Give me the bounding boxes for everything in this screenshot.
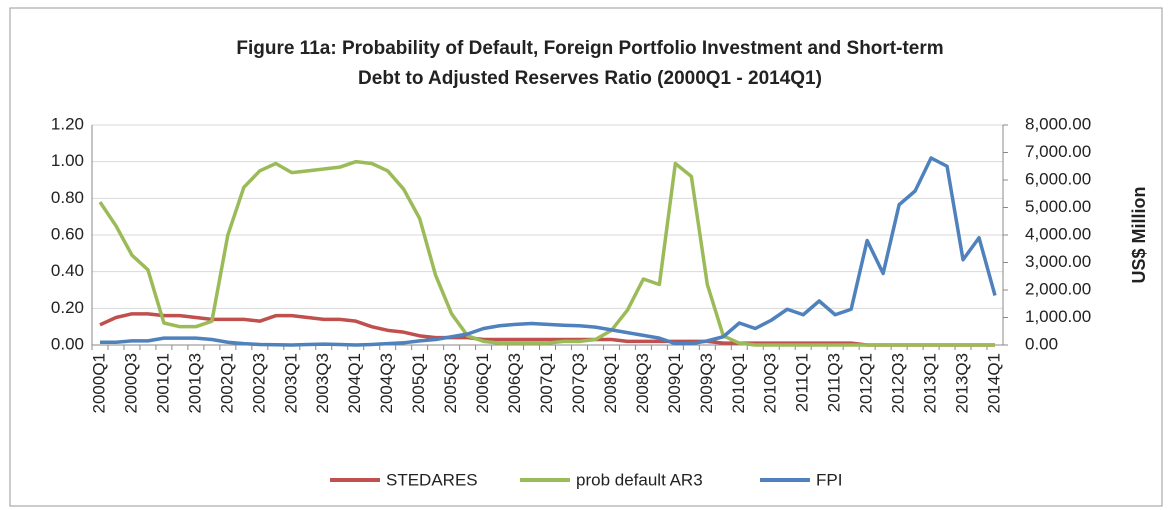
x-tick-label: 2000Q1: [89, 353, 108, 414]
y2-tick-label: 0.00: [1025, 334, 1058, 353]
series-line: [99, 156, 997, 347]
y-tick-label: 0.40: [51, 261, 84, 280]
y2-tick-label: 7,000.00: [1025, 142, 1091, 161]
series-line: [98, 159, 996, 347]
x-tick-label: 2001Q1: [153, 353, 172, 414]
x-tick-label: 2011Q3: [825, 353, 844, 412]
y-tick-label: 1.00: [51, 151, 84, 170]
x-tick-label: 2007Q3: [569, 353, 588, 414]
y-tick-label: 1.20: [51, 114, 84, 133]
x-tick-label: 2002Q3: [249, 353, 268, 414]
y2-tick-label: 1,000.00: [1025, 307, 1091, 326]
x-tick-label: 2014Q1: [984, 353, 1003, 414]
x-tick-label: 2001Q3: [185, 353, 204, 414]
x-tick-label: 2009Q3: [697, 353, 716, 414]
chart-title: Figure 11a: Probability of Default, Fore…: [236, 38, 944, 89]
x-tick-label: 2005Q1: [409, 353, 428, 414]
x-tick-label: 2006Q3: [505, 353, 524, 414]
x-tick-label: 2004Q3: [377, 353, 396, 414]
y2-axis-label: US$ Million: [1129, 186, 1149, 283]
y2-tick-label: 6,000.00: [1025, 169, 1091, 188]
legend-label: STEDARES: [386, 470, 478, 489]
x-tick-label: 2011Q1: [793, 353, 812, 412]
x-tick-label: 2007Q1: [537, 353, 556, 414]
x-tick-label: 2010Q1: [729, 353, 748, 414]
x-tick-label: 2008Q3: [633, 353, 652, 414]
y2-tick-label: 5,000.00: [1025, 197, 1091, 216]
y-tick-label: 0.00: [51, 334, 84, 353]
chart-frame: [9, 7, 1163, 507]
series-line: [99, 312, 996, 347]
y2-tick-label: 4,000.00: [1025, 224, 1091, 243]
x-tick-label: 2005Q3: [441, 353, 460, 414]
x-tick-label: 2008Q1: [601, 353, 620, 414]
x-tick-label: 2004Q1: [345, 353, 364, 414]
y2-tick-label: 2,000.00: [1025, 279, 1091, 298]
y2-tick-label: 3,000.00: [1025, 252, 1091, 271]
legend-label: prob default AR3: [576, 470, 703, 489]
x-tick-label: 2013Q3: [953, 353, 972, 414]
x-tick-label: 2013Q1: [921, 353, 940, 414]
x-tick-label: 2006Q1: [473, 353, 492, 414]
y-tick-label: 0.80: [51, 188, 84, 207]
x-tick-label: 2002Q1: [217, 353, 236, 414]
x-tick-label: 2012Q1: [857, 353, 876, 414]
x-tick-label: 2010Q3: [761, 353, 780, 414]
x-tick-label: 2000Q3: [121, 353, 140, 414]
legend-label: FPI: [816, 470, 842, 489]
x-tick-label: 2009Q1: [665, 353, 684, 414]
y-tick-label: 0.60: [51, 224, 84, 243]
y-tick-label: 0.20: [51, 298, 84, 317]
x-tick-label: 2003Q3: [313, 353, 332, 414]
x-tick-label: 2012Q3: [889, 353, 908, 414]
y2-tick-label: 8,000.00: [1025, 114, 1091, 133]
x-tick-label: 2003Q1: [281, 353, 300, 414]
